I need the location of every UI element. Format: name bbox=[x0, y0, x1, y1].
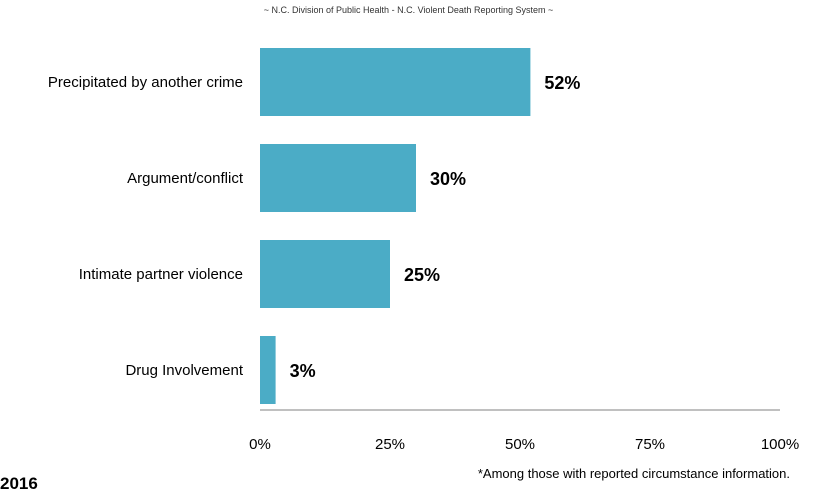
bar bbox=[260, 144, 416, 212]
data-label: 52% bbox=[544, 73, 580, 93]
x-tick-label: 0% bbox=[249, 436, 271, 453]
x-tick-label: 50% bbox=[505, 436, 535, 453]
x-tick-label: 75% bbox=[635, 436, 665, 453]
data-label: 3% bbox=[290, 361, 316, 381]
bar bbox=[260, 336, 276, 404]
bar bbox=[260, 48, 531, 116]
footnote: *Among those with reported circumstance … bbox=[477, 466, 790, 481]
bar bbox=[260, 240, 390, 308]
x-tick-label: 25% bbox=[375, 436, 405, 453]
chart-subtitle: ~ N.C. Division of Public Health - N.C. … bbox=[263, 5, 554, 15]
data-label: 25% bbox=[404, 265, 440, 285]
category-label: Intimate partner violence bbox=[79, 266, 243, 283]
year-label: 2016 bbox=[0, 474, 38, 493]
category-label: Precipitated by another crime bbox=[48, 74, 243, 91]
category-label: Drug Involvement bbox=[125, 362, 243, 379]
category-label: Argument/conflict bbox=[127, 170, 244, 187]
data-label: 30% bbox=[430, 169, 466, 189]
x-tick-label: 100% bbox=[761, 436, 799, 453]
